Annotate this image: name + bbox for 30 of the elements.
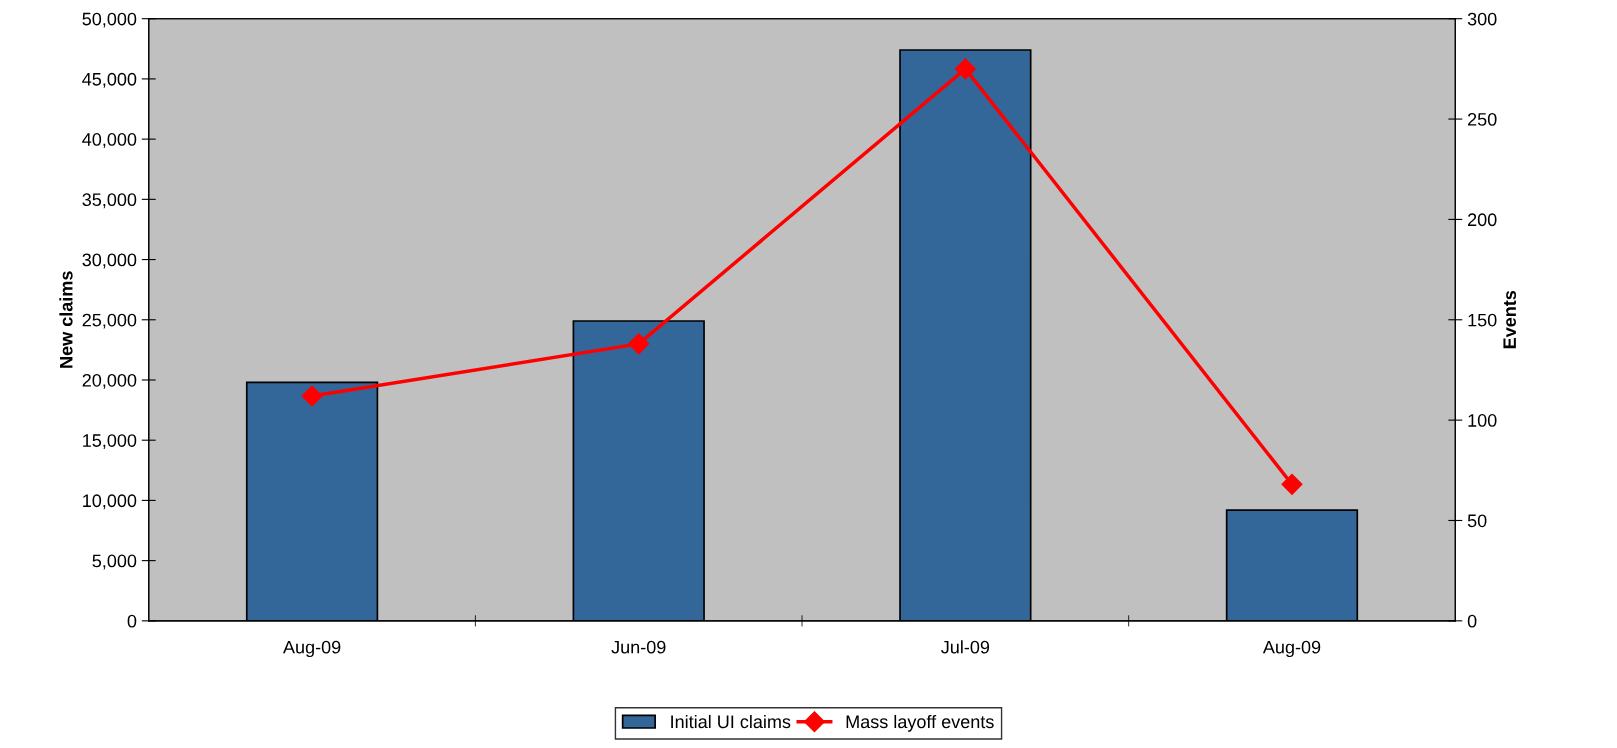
y-tick-label: 15,000: [83, 434, 137, 450]
y-tick-label: 20,000: [82, 373, 137, 389]
y-tick-label: 0: [127, 614, 137, 628]
point: [301, 385, 323, 407]
point: [1281, 473, 1303, 495]
x-tick-label: Jun-09: [611, 640, 666, 654]
point: [954, 58, 976, 80]
y-tick-label: 25,000: [82, 313, 137, 329]
y2-tick-label: 100: [1468, 414, 1497, 427]
y-tick-label: 50,000: [82, 12, 137, 28]
y2-tick-label: 300: [1467, 12, 1497, 26]
y-tick-label: 30,000: [82, 253, 137, 269]
y-tick-label: 10,000: [83, 494, 137, 510]
y2-tick-label: 50: [1467, 514, 1487, 528]
y-tick-label: 5,000: [92, 554, 137, 570]
x-tick-label: Jul-09: [941, 640, 990, 654]
y2-tick-label: 150: [1468, 313, 1497, 327]
legend-label: Initial UI claims: [671, 714, 791, 729]
y-tick-label: 40,000: [82, 133, 137, 148]
y2-tick-label: 200: [1468, 213, 1497, 227]
x-tick-label: Aug-09: [283, 640, 341, 658]
y-axis-title: New claims: [59, 271, 73, 368]
y2-tick-label: 250: [1468, 112, 1497, 126]
y-tick-label: 35,000: [82, 193, 137, 209]
y2-axis-title: Events: [1503, 290, 1517, 349]
y-tick-label: 45,000: [82, 72, 137, 88]
point: [628, 333, 650, 355]
x-tick-label: Aug-09: [1262, 640, 1321, 658]
legend-label: Mass layoff events: [846, 714, 994, 732]
y2-tick-label: 0: [1467, 614, 1477, 628]
